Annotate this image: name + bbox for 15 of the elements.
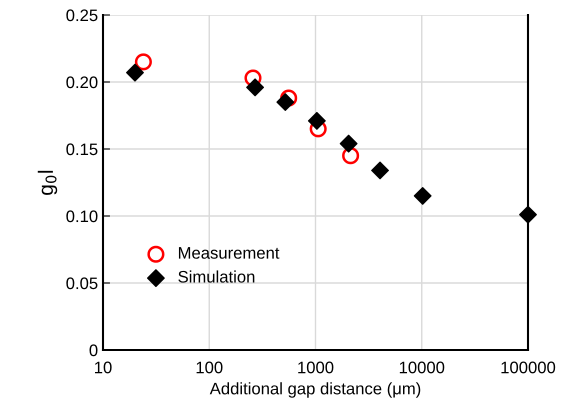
x-tick-label: 100000 [501,362,556,374]
y-tick-label: 0 [90,344,98,356]
x-axis-title: Additional gap distance (μm) [210,382,420,398]
y-tick-label: 0.15 [66,143,98,156]
legend-label: Measurement [178,247,280,259]
legend-label: Simulation [178,270,254,283]
y-tick-label: 0.25 [66,9,98,22]
y-tick-label: 0.05 [66,277,98,290]
y-tick-label: 0.10 [66,210,98,222]
y-tick-label: 0.20 [66,76,98,88]
x-tick-label: 100 [196,362,223,374]
x-tick-label: 10 [95,362,112,374]
y-axis-title: g$_{0}$l [38,170,58,195]
x-tick-label: 1000 [298,362,334,374]
x-tick-label: 10000 [400,362,444,374]
